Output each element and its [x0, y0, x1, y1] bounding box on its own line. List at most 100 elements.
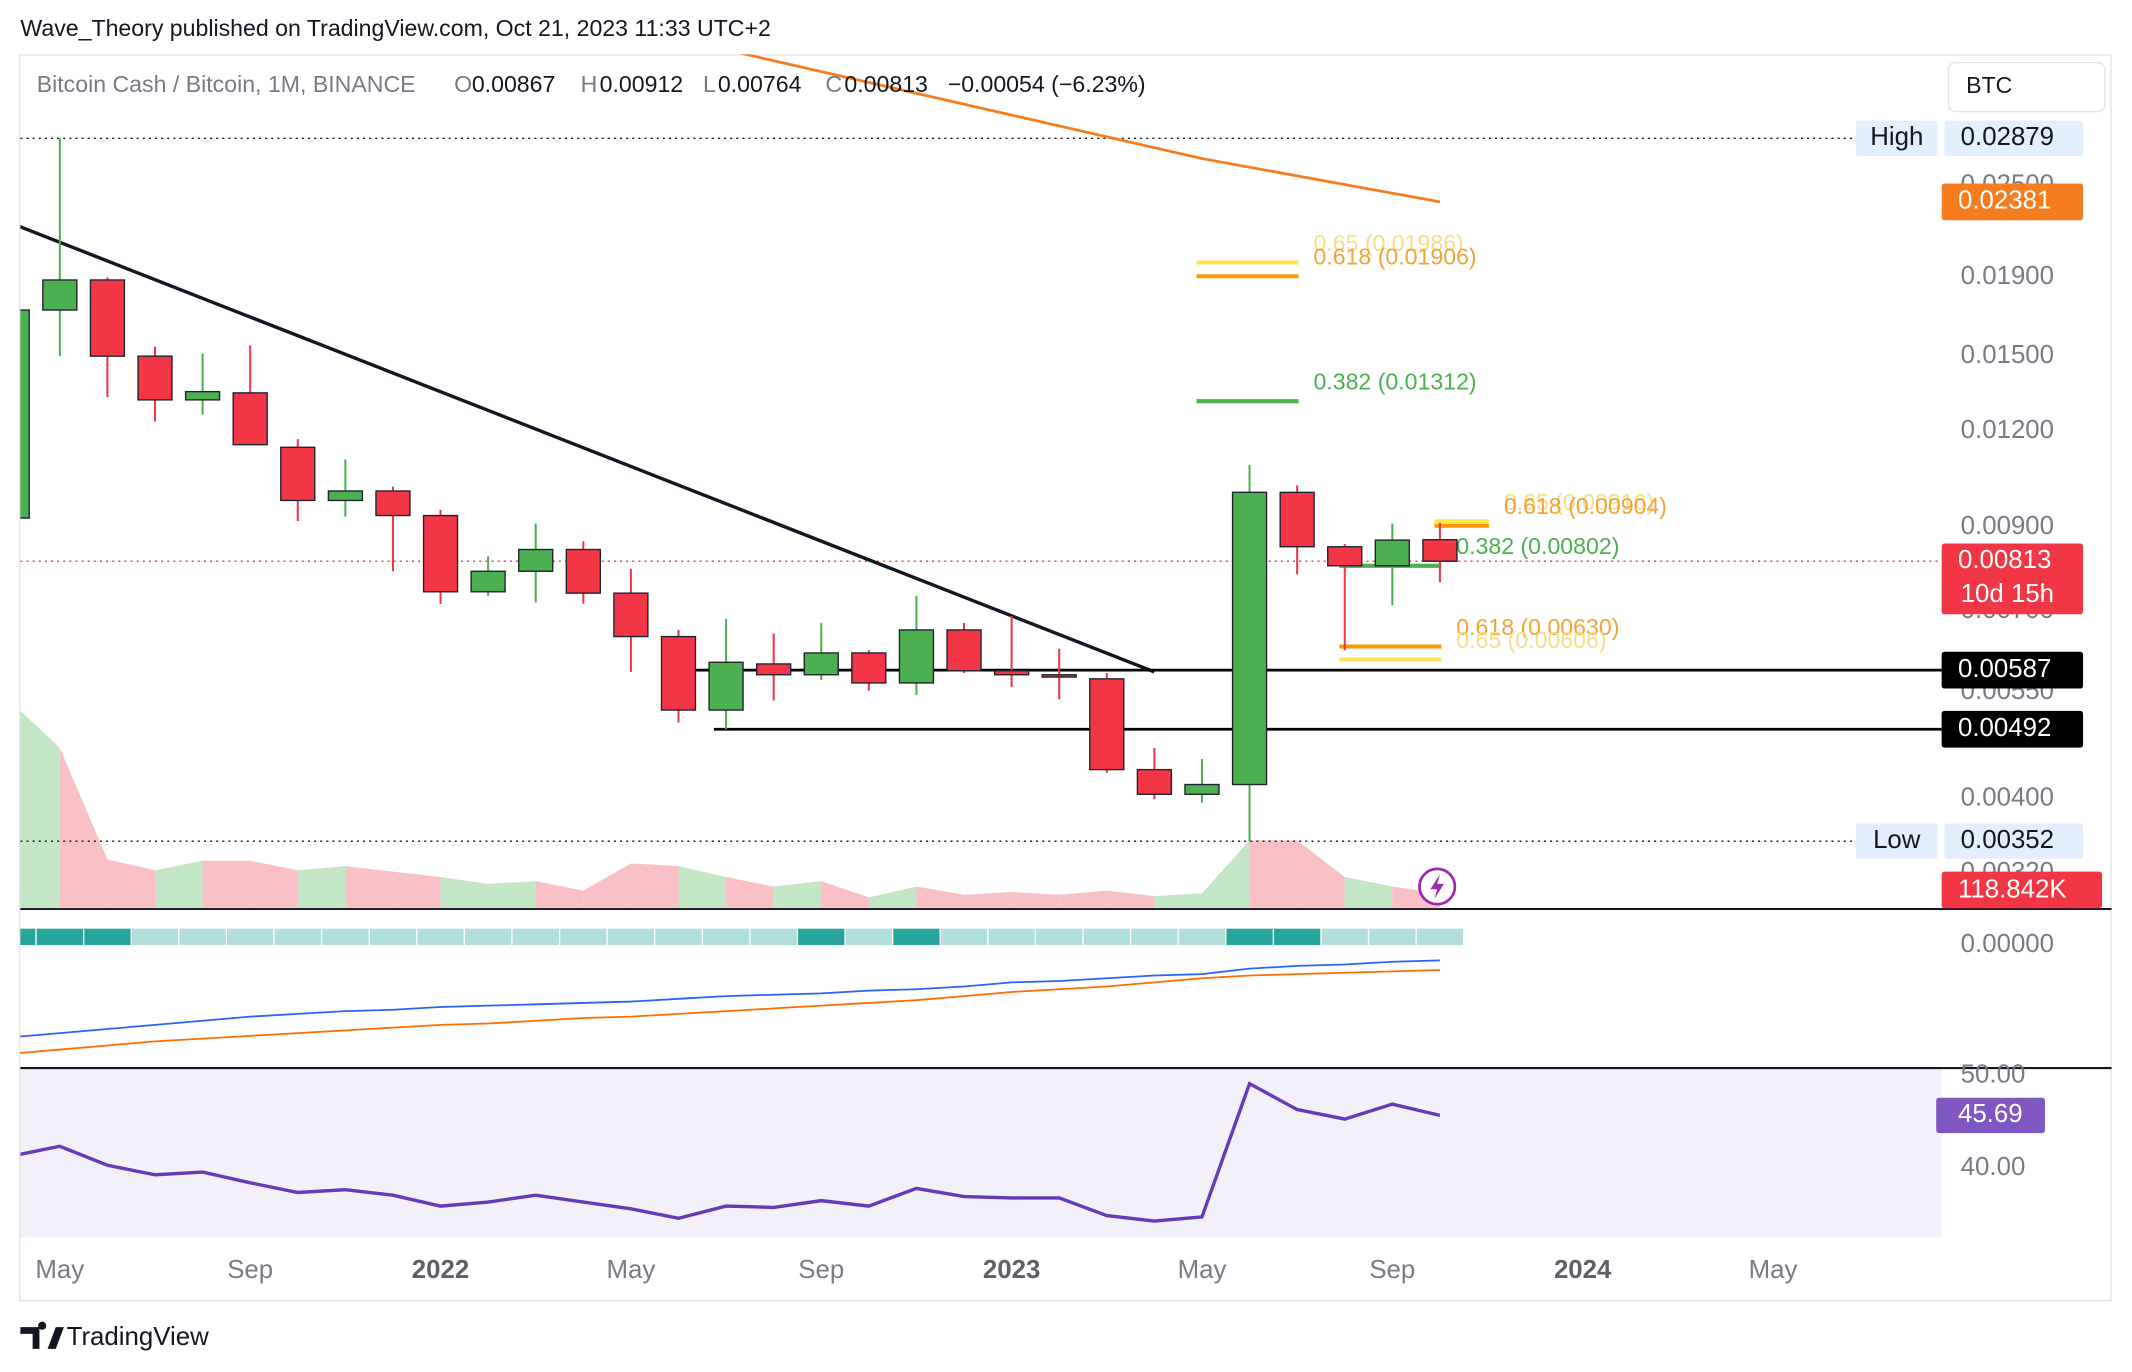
volume-area: [821, 881, 869, 909]
axes: 0.025000.019000.015000.012000.009000.007…: [35, 120, 2103, 1284]
rsi-label-box: [1936, 1097, 2045, 1134]
ribbon-cell: [798, 928, 845, 946]
x-tick-label: Sep: [1369, 1256, 1415, 1284]
legend: Bitcoin Cash / Bitcoin, 1M, BINANCE O 0.…: [37, 71, 1146, 97]
candle-body: [89, 279, 126, 357]
price-pane: 0.65 (0.01986)0.618 (0.01906) 0.382 (0.01…: [20, 54, 1942, 909]
volume-area: [155, 860, 203, 909]
ribbon-cell: [607, 928, 655, 946]
volume-area: [107, 859, 156, 909]
ribbon-cell: [84, 928, 131, 946]
candle-body: [993, 670, 1030, 676]
volume-area: [868, 886, 917, 909]
currency-button-box[interactable]: [1947, 61, 2106, 113]
x-tick-label: May: [606, 1256, 655, 1284]
symbol-title: Bitcoin Cash / Bitcoin, 1M, BINANCE: [37, 71, 416, 97]
alert-icon[interactable]: [1418, 867, 1457, 906]
macd-line: [20, 959, 1440, 1038]
level-price-box: [1941, 651, 2084, 689]
volume-area: [345, 866, 393, 909]
macd-pane: [20, 928, 1464, 1054]
fib-label: 0.65 (0.01986): [1313, 230, 1463, 256]
high-price-box: [1944, 120, 2084, 157]
ribbon-cell: [179, 928, 226, 946]
candle-body: [422, 514, 459, 593]
rsi-line: [20, 1081, 1441, 1223]
ribbon-cell: [512, 928, 559, 946]
ribbon-cell: [1036, 928, 1083, 946]
x-tick-label: Sep: [798, 1256, 844, 1284]
candle-body: [565, 548, 601, 594]
change-value: −0.00054 (−6.23%): [948, 71, 1146, 97]
volume-area: [1249, 840, 1298, 909]
ohlc-letter: O: [454, 71, 472, 97]
ohlc-letter: C: [825, 71, 842, 97]
y-tick-label: 0.01500: [1961, 341, 2054, 369]
candle-body: [42, 279, 78, 311]
currency-label[interactable]: BTC: [1966, 72, 2012, 98]
ribbon-cell: [322, 928, 369, 946]
candle-body: [327, 490, 364, 502]
fib-label: 0.65 (0.00606): [1456, 627, 1606, 653]
candle-body: [1374, 539, 1411, 567]
moving-average: [740, 54, 1441, 204]
currency-button[interactable]: BTC: [1947, 61, 2106, 113]
level-price-box: [1941, 710, 2084, 748]
volume-area: [773, 881, 822, 909]
last-price-box: [1941, 543, 2084, 615]
volume-area: [678, 866, 727, 909]
ribbon-cell: [1416, 928, 1464, 946]
ohlc-value: 0.00813: [844, 71, 928, 97]
alert-bolt[interactable]: [1430, 874, 1444, 899]
x-tick-label: 2023: [983, 1256, 1040, 1284]
ohlc-value: 0.00912: [600, 71, 684, 97]
branding: TradingView: [20, 1321, 209, 1351]
ohlc-value: 0.00867: [472, 71, 556, 97]
candle-body: [1327, 546, 1363, 567]
ribbon-cell: [417, 928, 464, 946]
volume-label: 118.842K: [1958, 875, 2067, 903]
ribbon-cell: [845, 928, 892, 946]
rsi-tick-label: 50.00: [1961, 1060, 2026, 1088]
rsi-pane: [20, 1081, 1441, 1223]
ohlc-value: 0.00764: [718, 71, 802, 97]
macd-tick-label: 0.00000: [1961, 930, 2054, 958]
ribbon-cell: [465, 928, 512, 946]
x-tick-label: May: [35, 1256, 84, 1284]
volume-area: [1059, 890, 1107, 909]
ribbon-cell: [1131, 928, 1178, 946]
candle-body: [470, 570, 506, 593]
last-price: 0.00813: [1958, 546, 2051, 574]
ribbon-cell: [36, 928, 83, 946]
ribbon-cell: [20, 928, 36, 946]
volume-area: [964, 891, 1012, 909]
candle-body: [803, 652, 839, 676]
candle-body: [137, 355, 173, 401]
candle-body: [1136, 768, 1173, 795]
ribbon-cell: [1178, 928, 1226, 946]
ribbon-cell: [1226, 928, 1273, 946]
candle-body: [1231, 491, 1268, 786]
fib-label: 0.618 (0.00904): [1504, 493, 1667, 519]
fib-label: 0.618 (0.01906): [1313, 244, 1476, 270]
volume-area: [726, 877, 774, 909]
y-tick-label: 0.01200: [1961, 416, 2054, 444]
volume-area: [1011, 891, 1060, 909]
level-price: 0.00492: [1958, 714, 2051, 742]
candle-body: [755, 663, 792, 676]
ribbon-cell: [893, 928, 940, 946]
fib-label: 0.382 (0.01312): [1313, 369, 1476, 395]
candle-body: [232, 392, 268, 446]
candle-body: [660, 635, 697, 711]
volume-area: [59, 747, 108, 909]
ribbon-cell: [560, 928, 607, 946]
publisher-line: Wave_Theory published on TradingView.com…: [20, 15, 770, 41]
rsi-background: [20, 1068, 1942, 1238]
low-label-box: [1855, 823, 1938, 859]
ohlc-letter: H: [581, 71, 598, 97]
volume-area: [440, 877, 489, 909]
macd-line: [20, 969, 1440, 1054]
fib-label: 0.65 (0.00916): [1504, 489, 1654, 515]
